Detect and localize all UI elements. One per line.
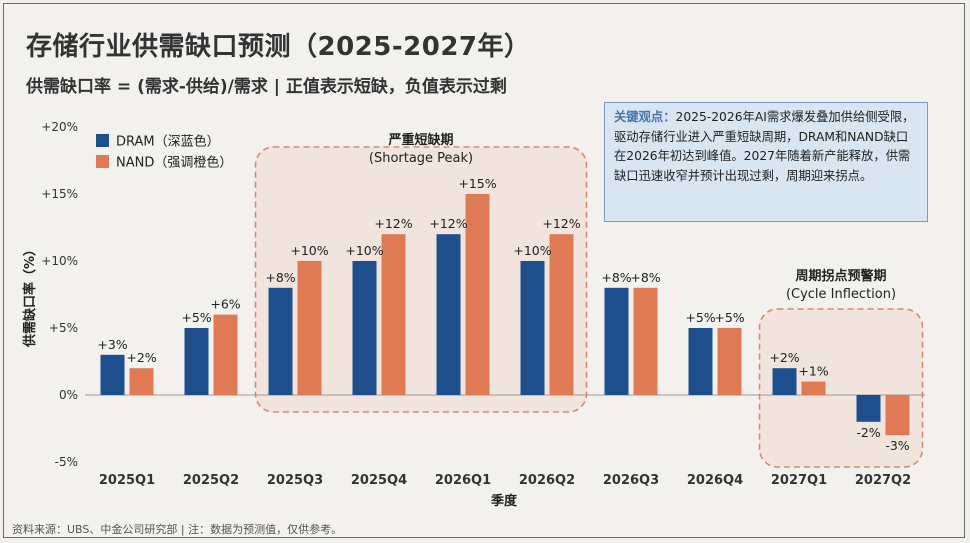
- nand-bar: [885, 395, 910, 436]
- nand-legend-label: NAND（强调橙色）: [116, 155, 232, 171]
- y-tick-label: +20%: [41, 120, 78, 134]
- key-insight-text: 2025-2026年AI需求爆发叠加供给侧受限，驱动存储行业进入严重短缺周期，D…: [614, 110, 915, 183]
- dram-bar: [856, 395, 881, 422]
- dram-bar: [604, 287, 629, 395]
- dram-bar: [184, 328, 209, 395]
- nand-value-label: +10%: [290, 243, 328, 258]
- nand-value-label: -3%: [885, 438, 909, 453]
- dram-bar: [688, 328, 713, 395]
- nand-value-label: +8%: [630, 270, 660, 285]
- page-subtitle: 供需缺口率 = (需求-供给)/需求 | 正值表示短缺，负值表示过剩: [26, 77, 507, 97]
- nand-value-label: +1%: [798, 364, 828, 379]
- x-tick-label: 2026Q4: [687, 473, 743, 488]
- dram-bar: [100, 354, 125, 395]
- dram-bar: [436, 234, 461, 395]
- dram-value-label: -2%: [856, 425, 880, 440]
- nand-value-label: +15%: [458, 176, 496, 191]
- nand-value-label: +12%: [542, 216, 580, 231]
- nand-bar: [465, 194, 490, 395]
- dram-bar: [268, 287, 293, 395]
- nand-bar: [297, 261, 322, 395]
- x-tick-label: 2027Q1: [771, 473, 827, 488]
- key-insight-box: 关键观点：2025-2026年AI需求爆发叠加供给侧受限，驱动存储行业进入严重短…: [604, 102, 928, 222]
- dram-value-label: +10%: [513, 243, 551, 258]
- y-tick-label: +5%: [49, 321, 78, 335]
- dram-bar: [520, 261, 545, 395]
- dram-legend-swatch: [96, 134, 109, 147]
- y-tick-label: -5%: [55, 455, 78, 469]
- dram-value-label: +8%: [601, 270, 631, 285]
- dram-legend-label: DRAM（深蓝色）: [116, 134, 220, 150]
- dram-bar: [352, 261, 377, 395]
- dram-bar: [772, 368, 797, 395]
- nand-value-label: +6%: [210, 297, 240, 312]
- dram-value-label: +5%: [685, 310, 715, 325]
- nand-legend-swatch: [96, 155, 109, 168]
- key-insight-lead: 关键观点：: [614, 110, 676, 124]
- dram-value-label: +8%: [265, 270, 295, 285]
- dram-value-label: +2%: [769, 350, 799, 365]
- x-tick-label: 2025Q3: [267, 473, 323, 488]
- x-tick-label: 2026Q3: [603, 473, 659, 488]
- y-tick-label: +10%: [41, 254, 78, 268]
- nand-value-label: +5%: [714, 310, 744, 325]
- dram-value-label: +3%: [97, 337, 127, 352]
- y-tick-label: +15%: [41, 187, 78, 201]
- page-title: 存储行业供需缺口预测（2025-2027年）: [26, 32, 531, 62]
- annotation-subtitle-1: (Shortage Peak): [369, 151, 473, 166]
- y-axis-title: 供需缺口率（%）: [22, 243, 38, 348]
- nand-bar: [213, 314, 238, 395]
- nand-bar: [129, 368, 154, 395]
- y-tick-label: 0%: [59, 388, 78, 402]
- annotation-subtitle-2: (Cycle Inflection): [786, 287, 896, 302]
- annotation-region-1: [254, 146, 588, 413]
- nand-value-label: +12%: [374, 216, 412, 231]
- nand-bar: [633, 287, 658, 395]
- x-tick-label: 2026Q2: [519, 473, 575, 488]
- x-tick-label: 2025Q2: [183, 473, 239, 488]
- x-tick-label: 2025Q1: [99, 473, 155, 488]
- x-tick-label: 2025Q4: [351, 473, 407, 488]
- x-tick-label: 2026Q1: [435, 473, 491, 488]
- annotation-title-1: 严重短缺期: [387, 132, 453, 148]
- dram-value-label: +12%: [429, 216, 467, 231]
- x-axis-title: 季度: [490, 493, 518, 509]
- nand-bar: [801, 381, 826, 395]
- annotation-region-2: [758, 308, 924, 468]
- nand-bar: [381, 234, 406, 395]
- dram-value-label: +10%: [345, 243, 383, 258]
- dram-value-label: +5%: [181, 310, 211, 325]
- annotation-title-2: 周期拐点预警期: [795, 268, 886, 284]
- x-tick-label: 2027Q2: [855, 473, 911, 488]
- nand-bar: [717, 328, 742, 395]
- nand-value-label: +2%: [126, 350, 156, 365]
- source-footnote: 资料来源：UBS、中金公司研究部 | 注：数据为预测值，仅供参考。: [12, 523, 343, 536]
- nand-bar: [549, 234, 574, 395]
